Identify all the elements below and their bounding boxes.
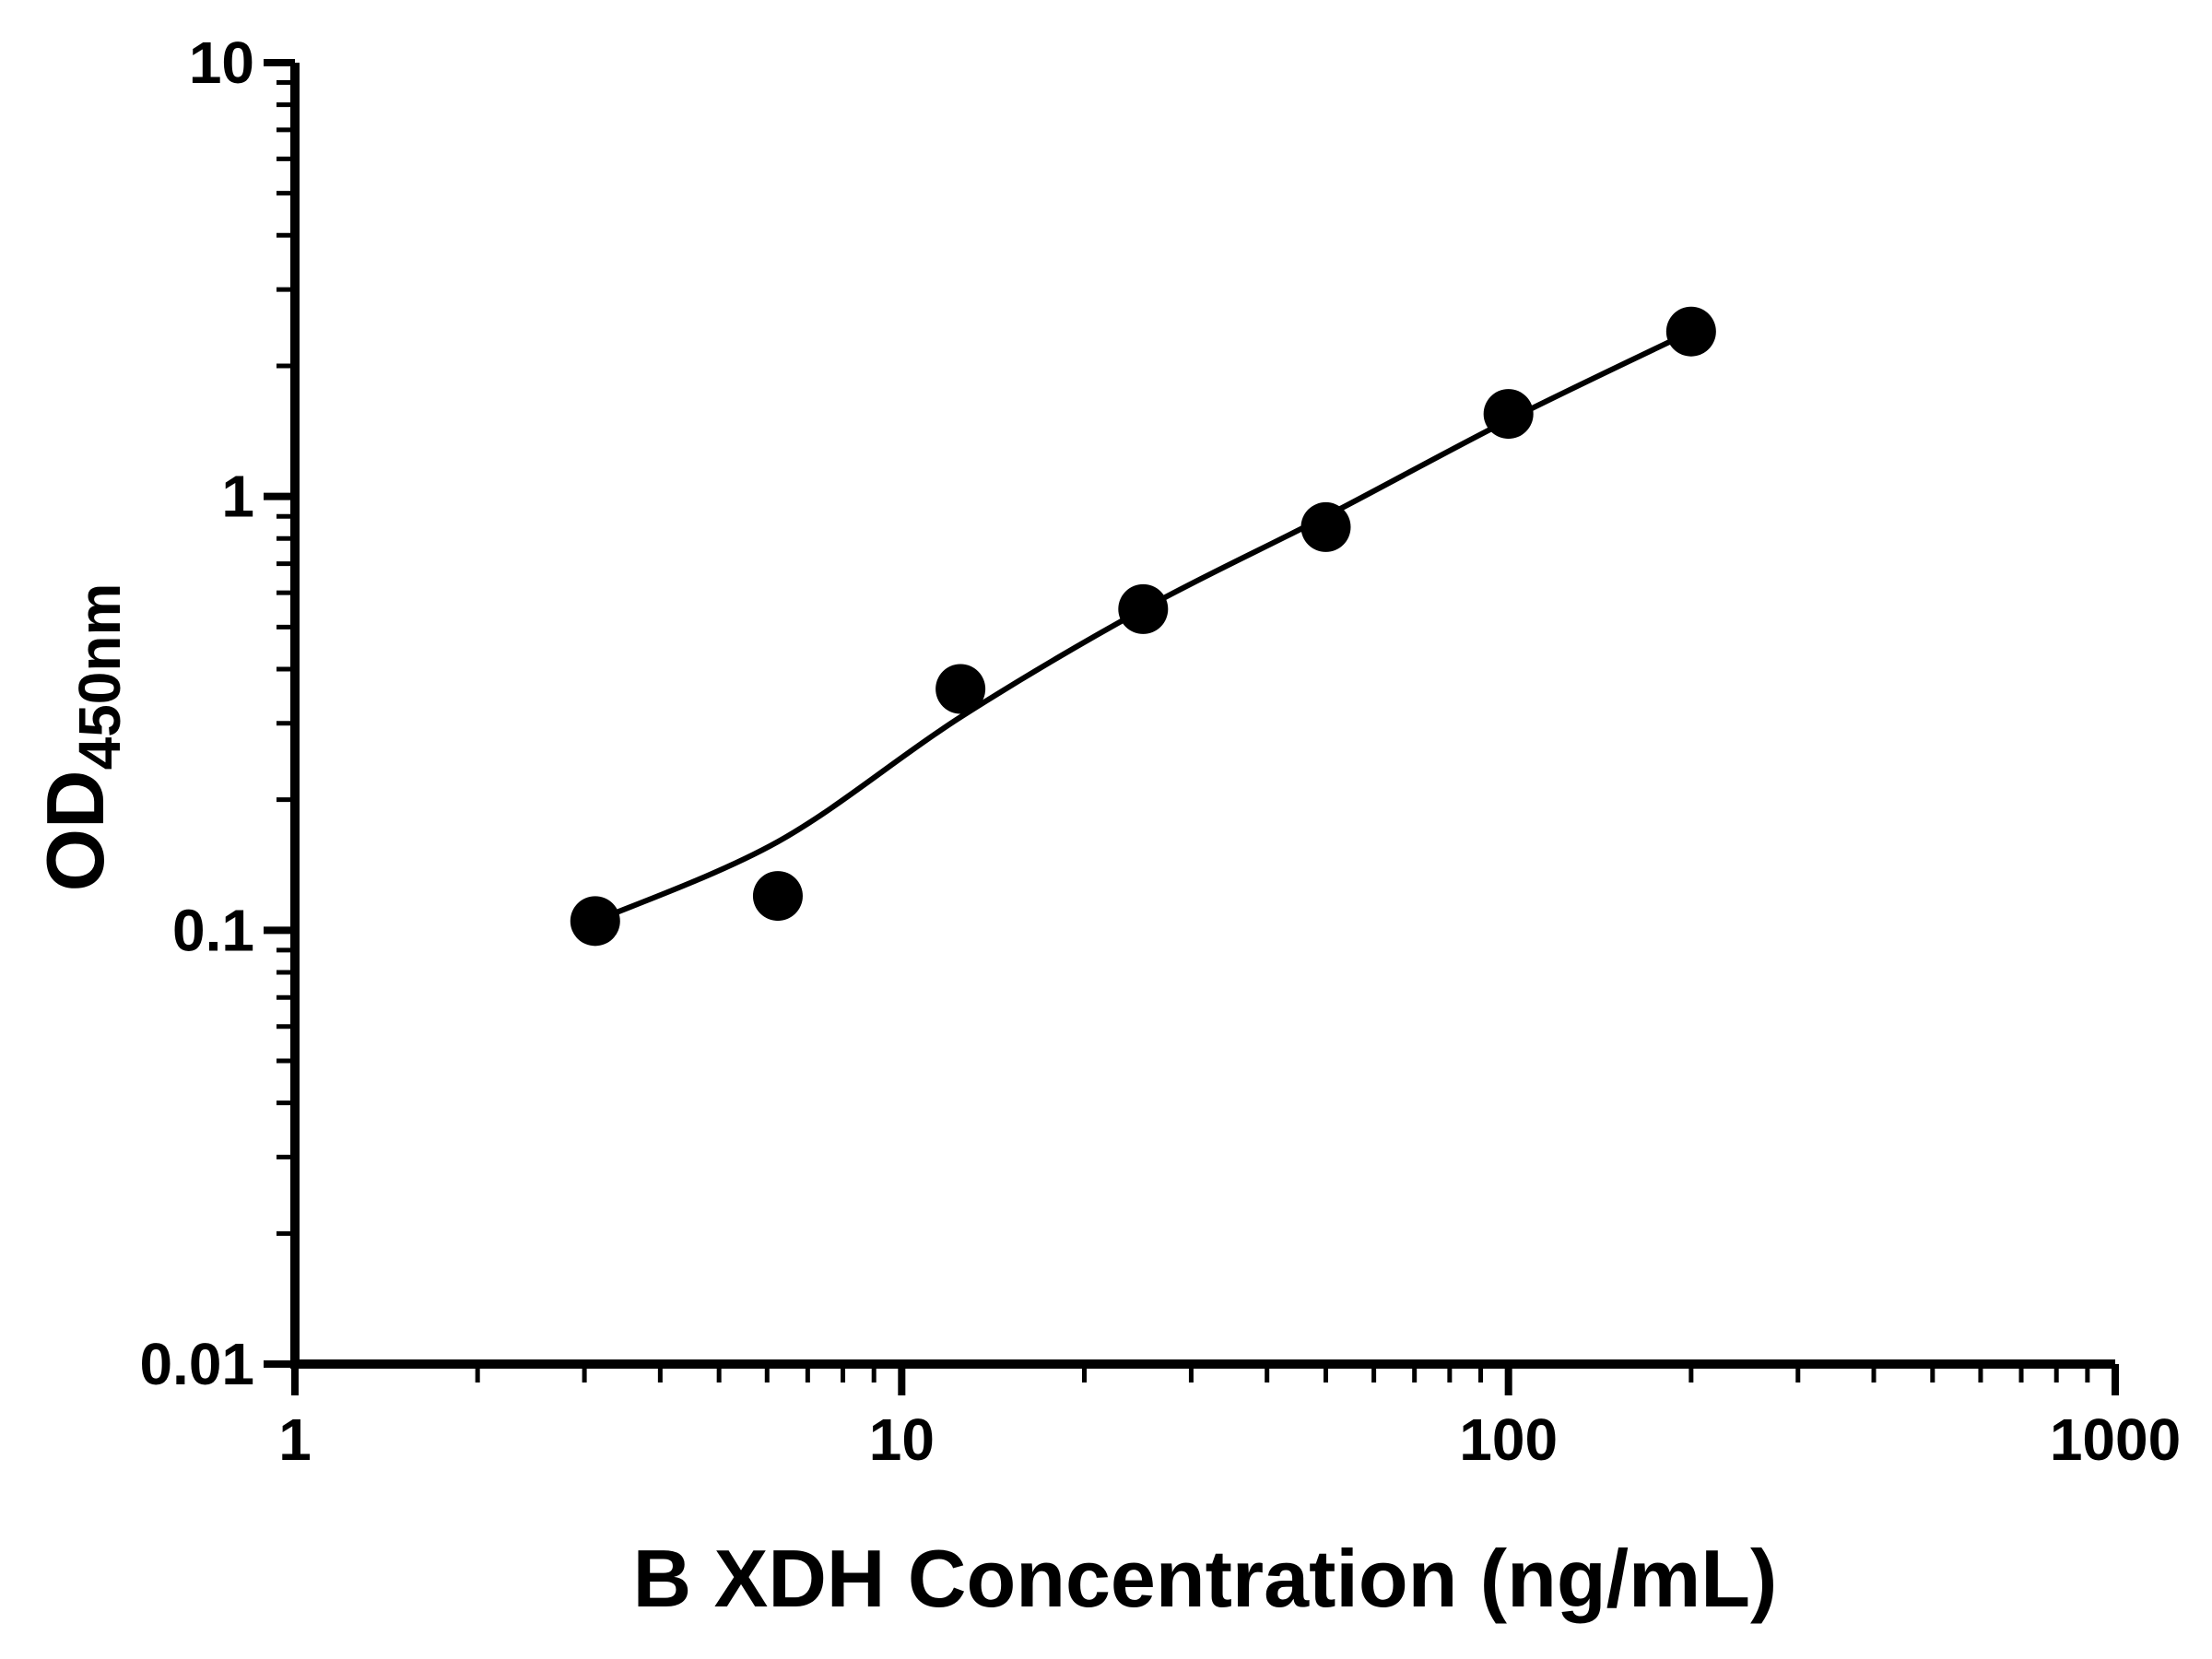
x-tick-label: 10 xyxy=(869,1406,935,1473)
y-tick-label: 10 xyxy=(189,29,254,96)
y-tick-label: 0.01 xyxy=(139,1331,254,1397)
data-point xyxy=(1300,501,1351,552)
x-tick-label: 1 xyxy=(278,1406,312,1473)
data-points xyxy=(570,306,1716,947)
y-axis-title-subscript: 450nm xyxy=(66,583,133,771)
y-axis-title-main: OD xyxy=(29,770,121,891)
data-point xyxy=(1665,306,1716,357)
y-axis-title: OD450nm xyxy=(29,583,133,892)
y-tick-label: 0.1 xyxy=(172,897,254,963)
data-point xyxy=(1483,389,1534,440)
y-tick-label: 1 xyxy=(221,464,254,530)
x-tick-label: 1000 xyxy=(2050,1406,2181,1473)
axes xyxy=(290,63,2115,1369)
data-point xyxy=(935,664,986,714)
data-point xyxy=(752,871,803,922)
axis-lines xyxy=(290,63,2115,1369)
x-axis-title: B XDH Concentration (ng/mL) xyxy=(632,1533,1778,1624)
data-point xyxy=(1118,583,1169,634)
data-point xyxy=(570,896,620,947)
x-axis-ticks: 1 10 100 1000 xyxy=(278,1364,2181,1473)
x-tick-label: 100 xyxy=(1459,1406,1558,1473)
y-axis-ticks: 0.01 0.1 1 10 xyxy=(139,29,295,1397)
